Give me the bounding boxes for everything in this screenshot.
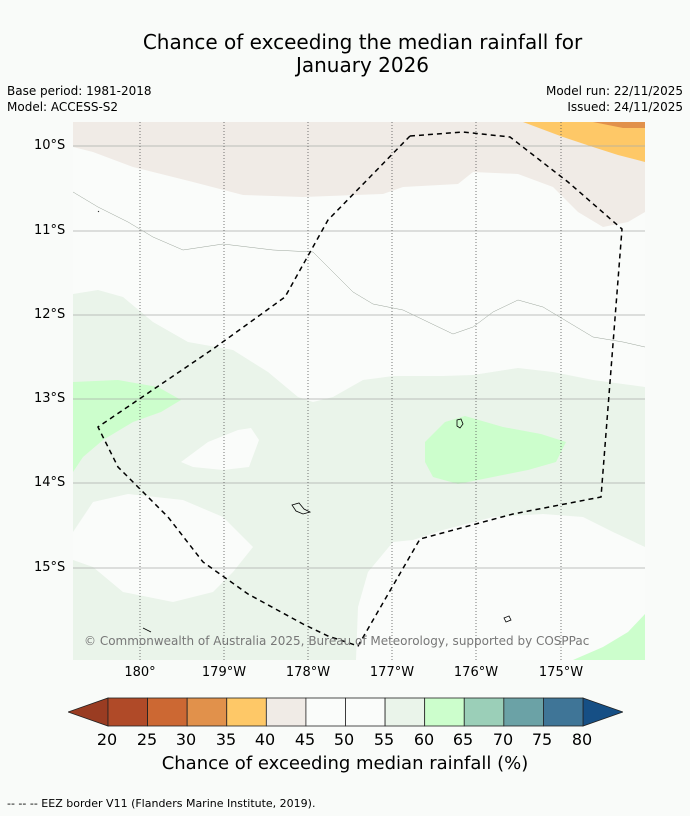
- lon-label-180: 180°: [124, 665, 156, 680]
- lon-label-176w: 176°W: [453, 665, 499, 680]
- issued-date: Issued: 24/11/2025: [567, 100, 683, 114]
- cbar-tick: 25: [136, 730, 158, 749]
- lat-label-11s: 11°S: [34, 223, 66, 238]
- cbar-swatch: [503, 697, 544, 727]
- cbar-swatch: [424, 697, 465, 727]
- islands: [97, 210, 512, 633]
- island-a: [456, 418, 464, 429]
- lon-label-177w: 177°W: [369, 665, 415, 680]
- cbar-swatch: [265, 697, 307, 727]
- copyright-text: © Commonwealth of Australia 2025, Bureau…: [84, 634, 590, 648]
- cbar-swatch: [226, 697, 267, 727]
- cbar-tick: 35: [215, 730, 237, 749]
- cbar-swatch: [147, 697, 188, 727]
- cbar-tick: 30: [175, 730, 197, 749]
- island-c: [503, 615, 512, 623]
- island-d: [142, 627, 152, 633]
- base-period: Base period: 1981-2018: [7, 84, 152, 98]
- cbar-swatch: [543, 697, 584, 727]
- island-e: [97, 210, 100, 213]
- eez-border: [97, 131, 623, 647]
- cbar-tick: 45: [294, 730, 316, 749]
- cbar-swatch: [463, 697, 505, 727]
- cbar-tick: 80: [571, 730, 593, 749]
- eez-legend-note: -- -- -- EEZ border V11 (Flanders Marine…: [7, 797, 316, 810]
- meta-left: Base period: 1981-2018 Model: ACCESS-S2: [7, 83, 152, 115]
- model-name: Model: ACCESS-S2: [7, 100, 119, 114]
- model-run: Model run: 22/11/2025: [545, 84, 683, 98]
- region-40-45-north: [73, 122, 645, 227]
- cbar-tick: 55: [373, 730, 395, 749]
- map-svg: [73, 122, 645, 660]
- island-b: [291, 502, 312, 515]
- lat-label-13s: 13°S: [34, 391, 66, 406]
- map-panel: [73, 122, 645, 660]
- lon-label-179w: 179°W: [201, 665, 247, 680]
- cbar-tick: 70: [492, 730, 514, 749]
- cbar-swatch: [186, 697, 228, 727]
- cbar-swatch: [384, 697, 426, 727]
- cbar-under-arrow: [68, 697, 109, 727]
- title-line-2: January 2026: [295, 53, 430, 77]
- lat-label-10s: 10°S: [34, 138, 66, 153]
- region-60-65-west: [73, 380, 181, 472]
- cbar-tick: 65: [452, 730, 474, 749]
- contour-line-1: [73, 191, 645, 348]
- lat-label-14s: 14°S: [34, 475, 66, 490]
- cbar-tick: 60: [413, 730, 435, 749]
- lat-label-12s: 12°S: [34, 307, 66, 322]
- cbar-swatch: [305, 697, 346, 727]
- lon-label-175w: 175°W: [538, 665, 584, 680]
- colorbar: [68, 697, 623, 727]
- cbar-tick: 50: [333, 730, 355, 749]
- region-35-40-ne: [523, 122, 645, 162]
- lon-label-178w: 178°W: [285, 665, 331, 680]
- region-60-65-east: [425, 416, 566, 484]
- cbar-swatches: [107, 697, 584, 727]
- meta-right: Model run: 22/11/2025 Issued: 24/11/2025: [546, 83, 683, 115]
- cbar-tick: 40: [254, 730, 276, 749]
- cbar-tick: 75: [531, 730, 553, 749]
- colorbar-label: Chance of exceeding median rainfall (%): [161, 753, 529, 774]
- region-45-55-mid: [181, 428, 259, 470]
- title-line-1: Chance of exceeding the median rainfall …: [142, 30, 583, 54]
- cbar-over-arrow: [582, 697, 623, 727]
- cbar-swatch: [107, 697, 148, 727]
- region-60-65-se: [573, 614, 645, 660]
- region-45-55-south: [423, 572, 491, 660]
- cbar-tick: 20: [96, 730, 118, 749]
- region-45-55-sw: [73, 494, 253, 602]
- region-30-35-ne: [593, 122, 645, 128]
- cbar-swatch: [345, 697, 386, 727]
- chart-title: Chance of exceeding the median rainfall …: [0, 31, 690, 77]
- lat-label-15s: 15°S: [34, 560, 66, 575]
- lat-gridlines: [73, 145, 645, 569]
